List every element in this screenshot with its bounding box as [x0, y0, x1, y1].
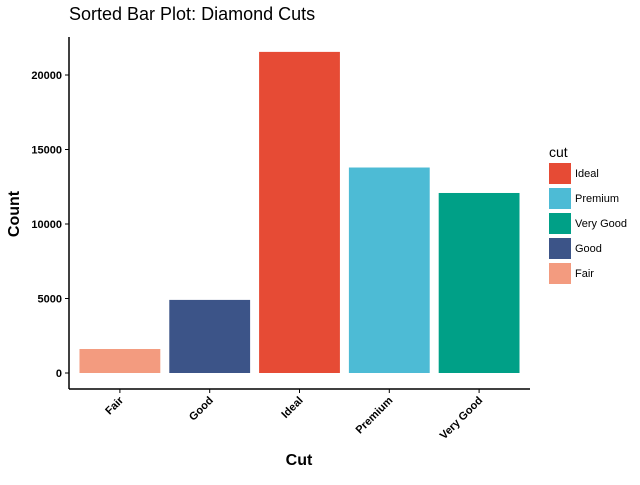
legend: cut Ideal Premium Very Good Good Fair	[549, 144, 627, 284]
legend-label: Fair	[575, 268, 594, 280]
x-tick-label: Premium	[354, 394, 396, 436]
x-tick-label: Good	[187, 395, 216, 424]
legend-swatch	[549, 188, 571, 209]
legend-title: cut	[549, 144, 568, 160]
legend-label: Ideal	[575, 168, 599, 180]
y-tick-label: 15000	[31, 145, 62, 157]
bar-very-good	[438, 192, 520, 373]
bar-fair	[79, 349, 161, 373]
legend-label: Premium	[575, 193, 619, 205]
bar-ideal	[259, 51, 340, 373]
bar-good	[169, 299, 251, 373]
x-axis-label: Cut	[286, 452, 313, 469]
legend-label: Good	[575, 243, 602, 255]
y-tick-label: 0	[56, 368, 62, 380]
legend-swatch	[549, 213, 571, 234]
y-tick-label: 5000	[38, 294, 62, 306]
x-tick-label: Very Good	[438, 395, 485, 442]
plot-area: 0 5000 10000 15000 20000 Fair Good Ideal Premium…	[31, 37, 530, 442]
legend-label: Very Good	[575, 218, 627, 230]
legend-swatch	[549, 163, 571, 184]
bar-premium	[348, 167, 430, 373]
x-tick-label: Fair	[103, 394, 126, 417]
y-tick-label: 20000	[31, 70, 62, 82]
legend-swatch	[549, 238, 571, 259]
legend-swatch	[549, 263, 571, 284]
x-tick-label: Ideal	[279, 395, 305, 421]
chart-title: Sorted Bar Plot: Diamond Cuts	[69, 4, 315, 24]
y-tick-label: 10000	[31, 219, 62, 231]
y-axis-label: Count	[6, 190, 23, 237]
